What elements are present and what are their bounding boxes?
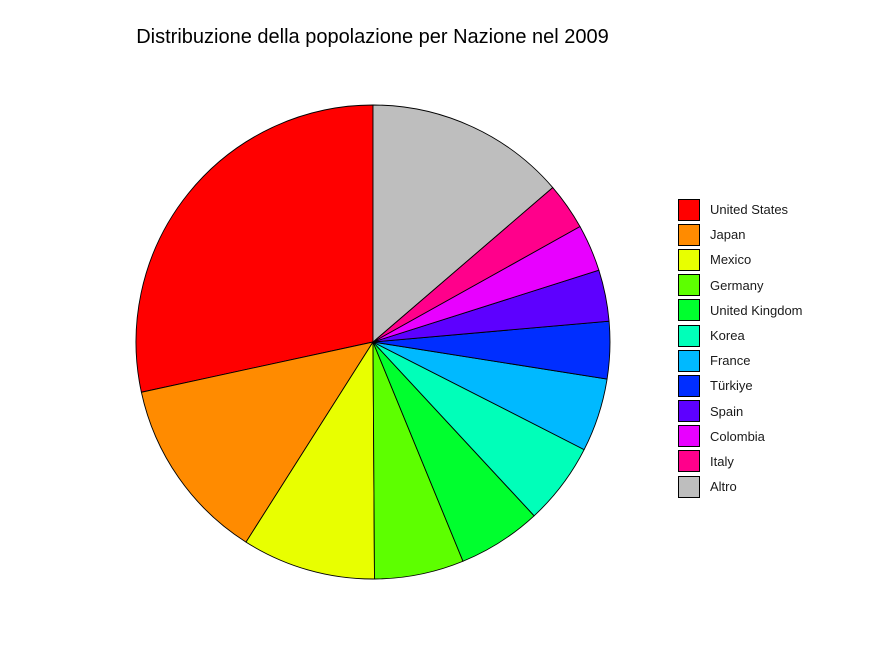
legend-swatch-mexico xyxy=(678,248,700,271)
legend-item-germany: Germany xyxy=(678,273,803,298)
legend-swatch-france xyxy=(678,349,700,372)
legend-item-spain: Spain xyxy=(678,399,803,424)
legend-item-france: France xyxy=(678,348,803,373)
legend-label-italy: Italy xyxy=(710,453,734,469)
legend-swatch-korea xyxy=(678,324,700,347)
pie-slice-altro xyxy=(372,104,554,343)
legend-swatch-colombia xyxy=(678,425,700,448)
legend-label-mexico: Mexico xyxy=(710,252,752,268)
legend: United States Japan Mexico Germany United Ki… xyxy=(678,197,803,499)
chart-title: Distribuzione della popolazione per Nazi… xyxy=(136,26,609,48)
legend-label-japan: Japan xyxy=(710,227,746,243)
legend-item-colombia: Colombia xyxy=(678,424,803,449)
pie-slice-japan xyxy=(140,341,374,543)
legend-item-italy: Italy xyxy=(678,449,803,474)
pie-slice-united-states xyxy=(135,104,374,393)
pie-slices xyxy=(135,104,611,580)
legend-swatch-spain xyxy=(678,400,700,423)
legend-label-turkiye: Türkiye xyxy=(710,378,753,394)
legend-item-korea: Korea xyxy=(678,323,803,348)
legend-label-germany: Germany xyxy=(710,277,764,293)
legend-item-japan: Japan xyxy=(678,222,803,247)
legend-swatch-japan xyxy=(678,223,700,246)
legend-item-mexico: Mexico xyxy=(678,247,803,272)
legend-item-altro: Altro xyxy=(678,474,803,499)
legend-label-korea: Korea xyxy=(710,328,745,344)
legend-label-spain: Spain xyxy=(710,403,744,419)
pie-slice-mexico xyxy=(245,341,375,580)
legend-swatch-united-kingdom xyxy=(678,299,700,322)
legend-item-turkiye: Türkiye xyxy=(678,373,803,398)
legend-label-united-states: United States xyxy=(710,202,789,218)
legend-item-united-kingdom: United Kingdom xyxy=(678,298,803,323)
legend-label-united-kingdom: United Kingdom xyxy=(710,302,803,318)
legend-swatch-italy xyxy=(678,450,700,473)
legend-label-colombia: Colombia xyxy=(710,428,765,444)
legend-item-united-states: United States xyxy=(678,197,803,222)
legend-swatch-united-states xyxy=(678,198,700,221)
legend-swatch-turkiye xyxy=(678,374,700,397)
legend-swatch-germany xyxy=(678,274,700,297)
legend-label-altro: Altro xyxy=(710,479,737,495)
legend-swatch-altro xyxy=(678,475,700,498)
legend-label-france: France xyxy=(710,353,751,369)
